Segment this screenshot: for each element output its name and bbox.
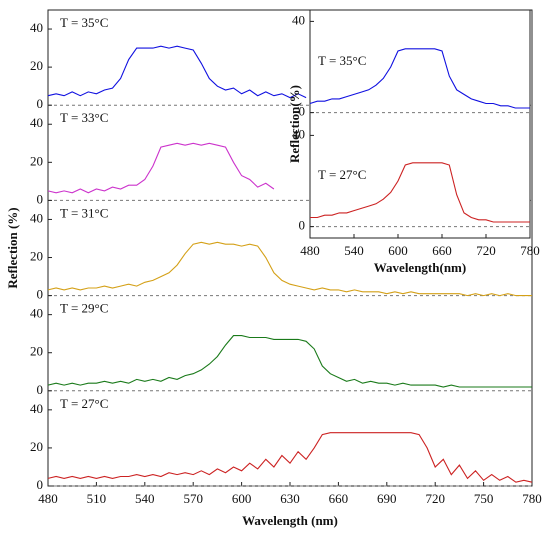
x-tick-label: 570 [183,491,203,506]
y-tick-label: 0 [299,218,306,233]
spectrum-line [309,48,530,109]
y-tick-label: 0 [37,382,44,397]
series-label: T = 35°C [318,53,366,68]
spectrum-line [47,241,532,297]
y-axis-label: Reflection(%) [287,85,302,163]
spectrum-line [47,45,307,99]
y-tick-label: 20 [30,344,43,359]
y-tick-label: 20 [30,249,43,264]
y-tick-label: 40 [30,306,43,321]
x-tick-label: 780 [522,491,542,506]
x-axis-label: Wavelength(nm) [374,260,466,275]
x-tick-label: 480 [300,243,320,258]
y-tick-label: 0 [37,96,44,111]
x-tick-label: 630 [280,491,300,506]
y-tick-label: 20 [30,439,43,454]
spectrum-line [310,162,530,223]
spectrum-line [47,142,275,194]
series-label: T = 31°C [60,205,108,220]
y-tick-label: 0 [37,191,44,206]
y-axis-label: Reflection (%) [5,207,20,288]
y-tick-label: 40 [30,115,43,130]
x-tick-label: 720 [425,491,445,506]
x-tick-label: 660 [432,243,452,258]
y-tick-label: 0 [37,287,44,302]
y-tick-label: 40 [30,20,43,35]
y-tick-label: 20 [30,58,43,73]
y-tick-label: 40 [30,210,43,225]
y-tick-label: 40 [292,126,305,141]
y-tick-label: 40 [292,12,305,27]
x-tick-label: 480 [38,491,58,506]
y-tick-label: 20 [30,153,43,168]
spectrum-line [47,335,532,388]
x-tick-label: 540 [135,491,155,506]
inset-background [310,10,530,238]
series-label: T = 35°C [60,15,108,30]
x-tick-label: 600 [232,491,252,506]
series-label: T = 33°C [60,110,108,125]
x-tick-label: 720 [476,243,496,258]
x-tick-label: 660 [329,491,349,506]
x-tick-label: 780 [520,243,540,258]
y-tick-label: 40 [30,401,43,416]
x-tick-label: 750 [474,491,494,506]
x-tick-label: 540 [344,243,364,258]
y-tick-label: 0 [37,477,44,492]
x-tick-label: 510 [87,491,107,506]
y-tick-label: 0 [299,104,306,119]
x-tick-label: 600 [388,243,408,258]
series-label: T = 27°C [60,396,108,411]
x-tick-label: 690 [377,491,397,506]
x-axis-label: Wavelength (nm) [242,513,338,528]
plot-frame [309,9,531,239]
series-label: T = 27°C [318,167,366,182]
spectrum-line [47,432,533,483]
series-label: T = 29°C [60,301,108,316]
